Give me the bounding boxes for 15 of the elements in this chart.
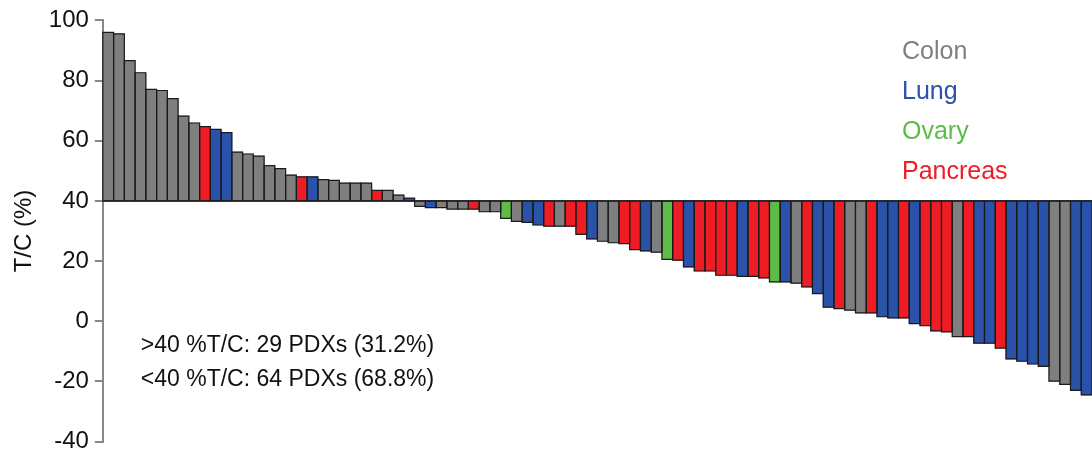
text: Colon: [902, 35, 969, 67]
annotation: <40 %T/C: 64 PDXs (68.8%): [140, 364, 435, 394]
text: Lung: [902, 75, 959, 107]
text: Ovary: [902, 115, 970, 147]
y-tick-label: 0: [75, 305, 89, 333]
series-label: Pancreas: [902, 155, 1008, 187]
annotation: >40 %T/C: 29 PDXs (31.2%): [140, 330, 435, 360]
y-tick-label: 40: [62, 185, 89, 213]
y-tick-label: 20: [62, 245, 89, 273]
y-tick-label: -20: [54, 366, 89, 394]
y-tick-label: 100: [48, 5, 89, 33]
y-tick-label: 80: [62, 65, 89, 93]
y-axis-title: T/C (%): [9, 189, 37, 273]
y-tick-label: -40: [54, 426, 89, 454]
y-tick-label: 60: [62, 125, 89, 153]
